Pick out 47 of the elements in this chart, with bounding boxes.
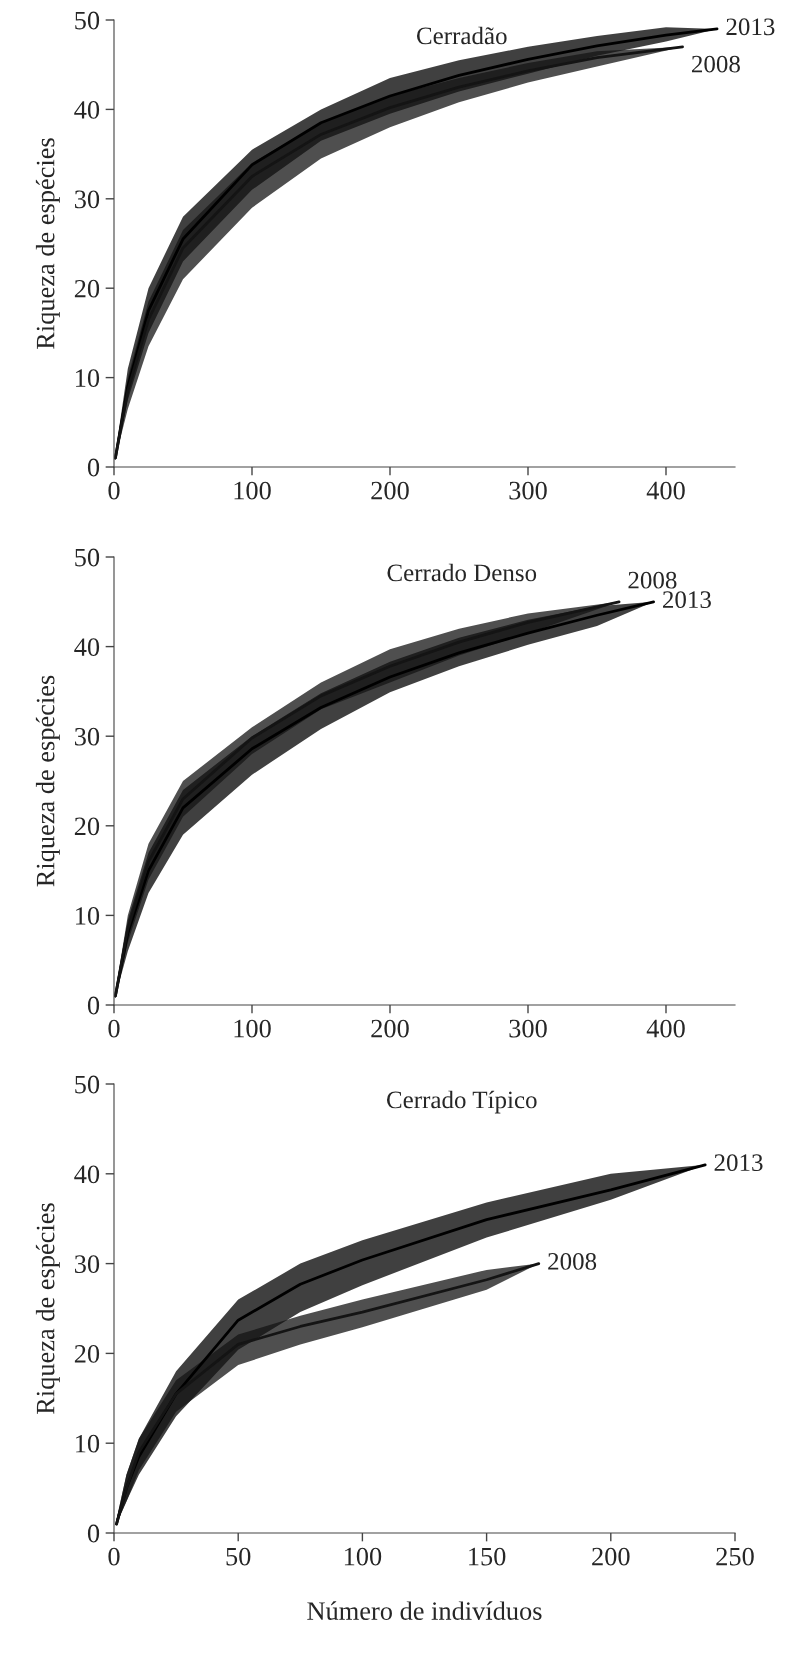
y-tick-label: 0 (87, 458, 100, 477)
x-tick-label: 0 (108, 1547, 120, 1566)
x-tick-label: 0 (108, 481, 120, 500)
series-label: 2008 (691, 55, 740, 73)
x-tick-label: 400 (646, 1019, 685, 1038)
x-tick-label: 300 (509, 1019, 547, 1038)
x-tick-label: 200 (371, 1019, 409, 1038)
y-axis-title: Riqueza de espécies (35, 675, 60, 887)
series-label: 2013 (726, 18, 775, 36)
y-tick-label: 40 (74, 1165, 100, 1184)
x-tick-label: 250 (716, 1547, 754, 1566)
y-tick-label: 30 (74, 1255, 100, 1274)
y-axis-title: Riqueza de espécies (35, 1203, 60, 1414)
x-tick-label: 200 (592, 1547, 630, 1566)
y-tick-label: 40 (74, 101, 100, 119)
series-label: 2008 (628, 571, 677, 589)
y-tick-label: 20 (74, 817, 100, 836)
y-tick-label: 20 (74, 1345, 100, 1363)
y-axis-title: Riqueza de espécies (35, 138, 60, 349)
x-tick-label: 50 (226, 1547, 251, 1566)
chart-title: Cerrado Denso (387, 563, 537, 582)
x-tick-label: 200 (371, 481, 409, 500)
x-tick-label: 150 (469, 1547, 506, 1566)
x-tick-label: 300 (509, 481, 547, 500)
x-tick-label: 100 (234, 481, 271, 500)
y-tick-label: 10 (76, 907, 100, 925)
y-tick-label: 30 (74, 727, 100, 746)
series-label: 2008 (548, 1252, 597, 1270)
y-tick-label: 0 (87, 1524, 100, 1543)
series-label: 2013 (714, 1154, 763, 1172)
y-tick-label: 50 (75, 1075, 100, 1094)
y-tick-label: 0 (87, 996, 100, 1015)
chart-title: Cerrado Típico (386, 1090, 537, 1114)
x-tick-label: 0 (108, 1019, 120, 1038)
x-axis-title: Número de indivíduos (307, 1601, 542, 1620)
chart-title: Cerradão (416, 26, 507, 45)
y-tick-label: 30 (74, 190, 100, 209)
series-label: 2013 (663, 591, 711, 609)
y-tick-label: 50 (75, 11, 100, 30)
y-tick-label: 20 (74, 279, 100, 298)
x-tick-label: 400 (646, 481, 685, 500)
y-tick-label: 10 (76, 1434, 100, 1453)
x-tick-label: 100 (344, 1547, 382, 1566)
y-tick-label: 10 (76, 369, 100, 388)
x-tick-label: 100 (234, 1019, 271, 1038)
y-tick-label: 50 (75, 548, 100, 567)
y-tick-label: 40 (74, 638, 100, 657)
